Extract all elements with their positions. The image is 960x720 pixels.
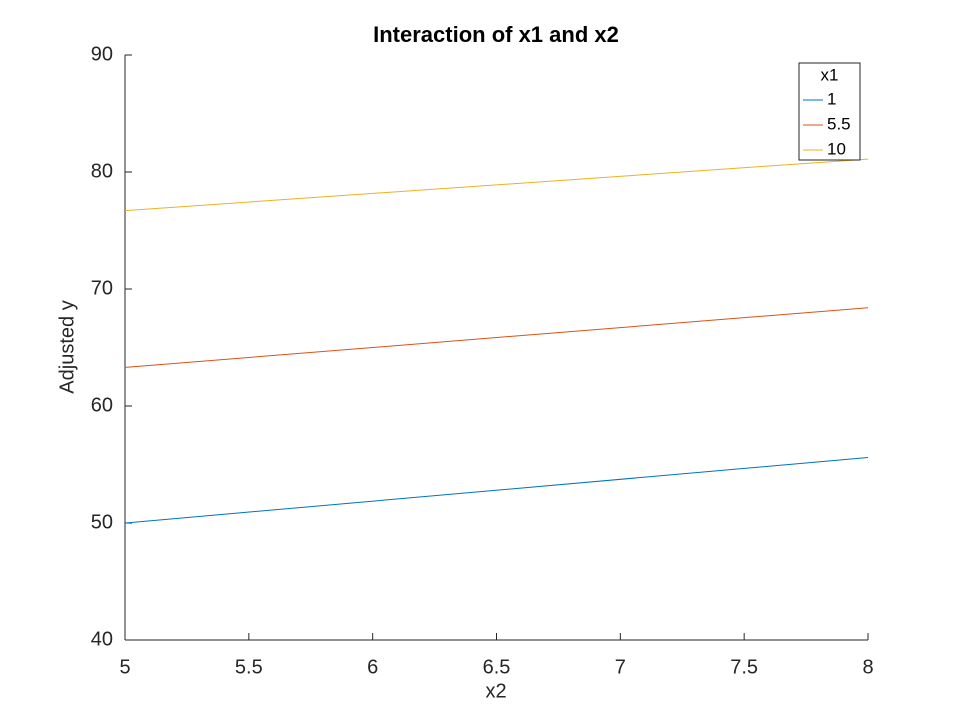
- legend-title: x1: [821, 65, 839, 84]
- legend-label: 1: [827, 89, 836, 108]
- y-tick-label: 90: [91, 43, 113, 65]
- x-tick-label: 7: [615, 656, 626, 678]
- y-tick-label: 50: [91, 511, 113, 533]
- y-axis-label: Adjusted y: [56, 300, 78, 393]
- legend-label: 5.5: [827, 114, 851, 133]
- x-axis-label: x2: [485, 680, 506, 702]
- y-tick-label: 70: [91, 277, 113, 299]
- legend-box: [798, 62, 861, 161]
- y-tick-label: 40: [91, 628, 113, 650]
- chart-title: Interaction of x1 and x2: [373, 22, 619, 47]
- x-tick-label: 7.5: [730, 656, 758, 678]
- x-tick-label: 8: [862, 656, 873, 678]
- x-tick-label: 6: [367, 656, 378, 678]
- series-line: [124, 158, 869, 212]
- legend-label: 10: [827, 139, 846, 158]
- x-tick-label: 5: [119, 656, 130, 678]
- series-line: [124, 307, 869, 368]
- x-tick-label: 5.5: [235, 656, 263, 678]
- x-tick-label: 6.5: [483, 656, 511, 678]
- series-line: [124, 456, 869, 524]
- y-tick-label: 60: [91, 394, 113, 416]
- y-tick-label: 80: [91, 160, 113, 182]
